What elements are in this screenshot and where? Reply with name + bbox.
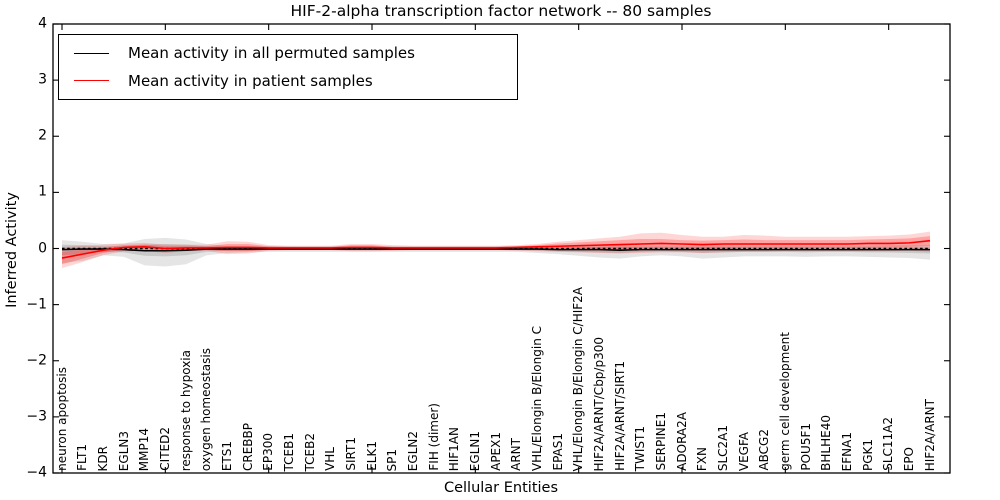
x-tick-label: CITED2 xyxy=(157,427,172,471)
x-tick-label: HIF2A/ARNT/SIRT1 xyxy=(612,361,627,471)
x-tick-label: VEGFA xyxy=(736,431,751,471)
x-tick-label: MMP14 xyxy=(137,427,152,471)
x-tick-label: EGLN1 xyxy=(467,430,482,471)
x-tick-label: FIH (dimer) xyxy=(426,403,441,471)
x-axis-label: Cellular Entities xyxy=(443,480,559,496)
x-tick-label: PGK1 xyxy=(860,438,875,471)
x-tick-label: VHL/Elongin B/Elongin C xyxy=(529,325,544,471)
x-tick-label: VHL xyxy=(323,447,338,471)
y-tick-label: 1 xyxy=(38,183,47,200)
x-tick-label: TCEB1 xyxy=(281,432,296,471)
x-tick-label: BHLHE40 xyxy=(819,415,834,471)
chart-title: HIF-2-alpha transcription factor network… xyxy=(290,2,712,20)
x-tick-label: CREBBP xyxy=(240,423,255,471)
legend-entry-permuted: Mean activity in all permuted samples xyxy=(59,44,517,62)
x-tick-label: SERPINE1 xyxy=(653,412,668,471)
x-tick-label: ELK1 xyxy=(364,441,379,471)
x-tick-label: FLT1 xyxy=(75,444,90,471)
y-tick-label: 3 xyxy=(38,71,47,88)
x-tick-label: FXN xyxy=(695,446,710,471)
y-tick-label: −3 xyxy=(26,408,47,425)
patient-band-inner xyxy=(62,236,930,265)
x-tick-label: ADORA2A xyxy=(674,412,689,471)
x-tick-label: SIRT1 xyxy=(343,437,358,471)
y-tick-label: 2 xyxy=(38,127,47,144)
patient-band-outer xyxy=(62,231,930,269)
x-tick-label: VHL/Elongin B/Elongin C/HIF2A xyxy=(571,286,586,471)
x-tick-label: response to hypoxia xyxy=(178,349,193,471)
x-tick-label: EPO xyxy=(901,446,916,471)
x-tick-label: EP300 xyxy=(261,433,276,471)
x-tick-label: KDR xyxy=(95,445,110,471)
permuted-line-swatch-icon xyxy=(74,52,109,54)
x-tick-label: EGLN3 xyxy=(116,430,131,471)
legend-label-patient: Mean activity in patient samples xyxy=(128,71,373,90)
x-tick-label: SP1 xyxy=(385,448,400,472)
patient-mean-line xyxy=(61,239,931,259)
x-tick-label: oxygen homeostasis xyxy=(199,347,214,471)
x-tick-label: SLC11A2 xyxy=(881,417,896,471)
y-tick-label: 4 xyxy=(38,15,47,32)
y-tick-label: −1 xyxy=(26,295,47,312)
permuted-band-inner xyxy=(62,244,930,257)
x-tick-label: EGLN2 xyxy=(405,430,420,471)
x-tick-label: neuron apoptosis xyxy=(54,367,69,471)
x-tick-label: ETS1 xyxy=(219,440,234,471)
permuted-band-outer xyxy=(62,237,930,267)
x-tick-label: APEX1 xyxy=(488,432,503,471)
legend-label-permuted: Mean activity in all permuted samples xyxy=(128,44,415,63)
y-tick-label: −4 xyxy=(26,464,47,481)
x-tick-label: POU5F1 xyxy=(798,423,813,471)
y-tick-label: −2 xyxy=(26,352,47,369)
x-tick-label: HIF1AN xyxy=(447,426,462,471)
x-tick-label: EFNA1 xyxy=(839,431,854,471)
x-tick-label: HIF2A/ARNT xyxy=(922,398,937,471)
permuted-mean-line xyxy=(61,248,930,252)
legend: Mean activity in all permuted samples Me… xyxy=(58,34,518,100)
x-tick-label: ABCG2 xyxy=(757,429,772,471)
x-tick-label: TCEB2 xyxy=(302,432,317,471)
x-tick-label: TWIST1 xyxy=(633,425,648,471)
x-tick-label: ARNT xyxy=(509,438,524,471)
y-tick-label: 0 xyxy=(38,239,47,256)
x-tick-label: germ cell development xyxy=(777,332,792,471)
patient-line-swatch-icon xyxy=(74,80,109,82)
legend-entry-patient: Mean activity in patient samples xyxy=(59,72,517,90)
x-tick-label: HIF2A/ARNT/Cbp/p300 xyxy=(591,336,606,471)
x-tick-label: SLC2A1 xyxy=(715,424,730,471)
x-tick-label: EPAS1 xyxy=(550,433,565,471)
